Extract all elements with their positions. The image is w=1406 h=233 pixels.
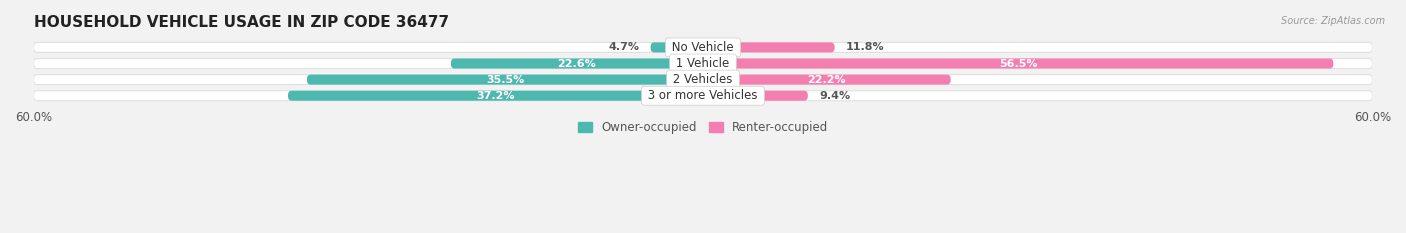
Text: 35.5%: 35.5% bbox=[486, 75, 524, 85]
Text: 22.6%: 22.6% bbox=[558, 58, 596, 69]
FancyBboxPatch shape bbox=[703, 75, 950, 85]
Text: 11.8%: 11.8% bbox=[846, 42, 884, 52]
Text: HOUSEHOLD VEHICLE USAGE IN ZIP CODE 36477: HOUSEHOLD VEHICLE USAGE IN ZIP CODE 3647… bbox=[34, 15, 449, 30]
Text: 22.2%: 22.2% bbox=[807, 75, 846, 85]
FancyBboxPatch shape bbox=[703, 91, 808, 101]
Text: No Vehicle: No Vehicle bbox=[668, 41, 738, 54]
FancyBboxPatch shape bbox=[34, 75, 1372, 85]
Text: 2 Vehicles: 2 Vehicles bbox=[669, 73, 737, 86]
Text: 3 or more Vehicles: 3 or more Vehicles bbox=[644, 89, 762, 102]
FancyBboxPatch shape bbox=[288, 91, 703, 101]
Text: 9.4%: 9.4% bbox=[820, 91, 851, 101]
FancyBboxPatch shape bbox=[307, 75, 703, 85]
Text: 56.5%: 56.5% bbox=[998, 58, 1038, 69]
FancyBboxPatch shape bbox=[34, 58, 1372, 69]
Text: 4.7%: 4.7% bbox=[609, 42, 640, 52]
FancyBboxPatch shape bbox=[451, 58, 703, 69]
Text: Source: ZipAtlas.com: Source: ZipAtlas.com bbox=[1281, 16, 1385, 26]
FancyBboxPatch shape bbox=[34, 91, 1372, 101]
FancyBboxPatch shape bbox=[703, 42, 835, 52]
Text: 37.2%: 37.2% bbox=[477, 91, 515, 101]
FancyBboxPatch shape bbox=[703, 58, 1333, 69]
Text: 1 Vehicle: 1 Vehicle bbox=[672, 57, 734, 70]
FancyBboxPatch shape bbox=[34, 42, 1372, 52]
FancyBboxPatch shape bbox=[651, 42, 703, 52]
Legend: Owner-occupied, Renter-occupied: Owner-occupied, Renter-occupied bbox=[572, 116, 834, 139]
